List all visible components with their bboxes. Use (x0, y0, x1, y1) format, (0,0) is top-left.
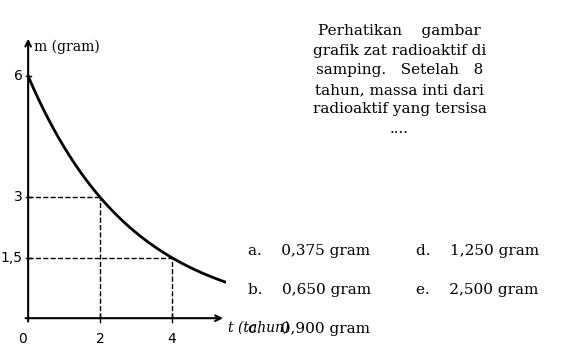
Text: 1,5: 1,5 (1, 251, 23, 265)
Text: c.    0,900 gram: c. 0,900 gram (248, 322, 371, 336)
Text: Perhatikan    gambar
grafik zat radioaktif di
samping.   Setelah   8
tahun, mass: Perhatikan gambar grafik zat radioaktif … (313, 24, 486, 136)
Text: d.    1,250 gram: d. 1,250 gram (416, 244, 540, 258)
Text: 2: 2 (96, 332, 104, 346)
Text: 6: 6 (14, 69, 23, 83)
Text: 0: 0 (19, 332, 27, 346)
Text: a.    0,375 gram: a. 0,375 gram (248, 244, 371, 258)
Text: b.    0,650 gram: b. 0,650 gram (248, 283, 372, 297)
Text: 3: 3 (14, 190, 23, 204)
Text: t (tahun): t (tahun) (228, 320, 289, 334)
Text: e.    2,500 gram: e. 2,500 gram (416, 283, 538, 297)
Text: m (gram): m (gram) (34, 40, 99, 54)
Text: 4: 4 (167, 332, 176, 346)
